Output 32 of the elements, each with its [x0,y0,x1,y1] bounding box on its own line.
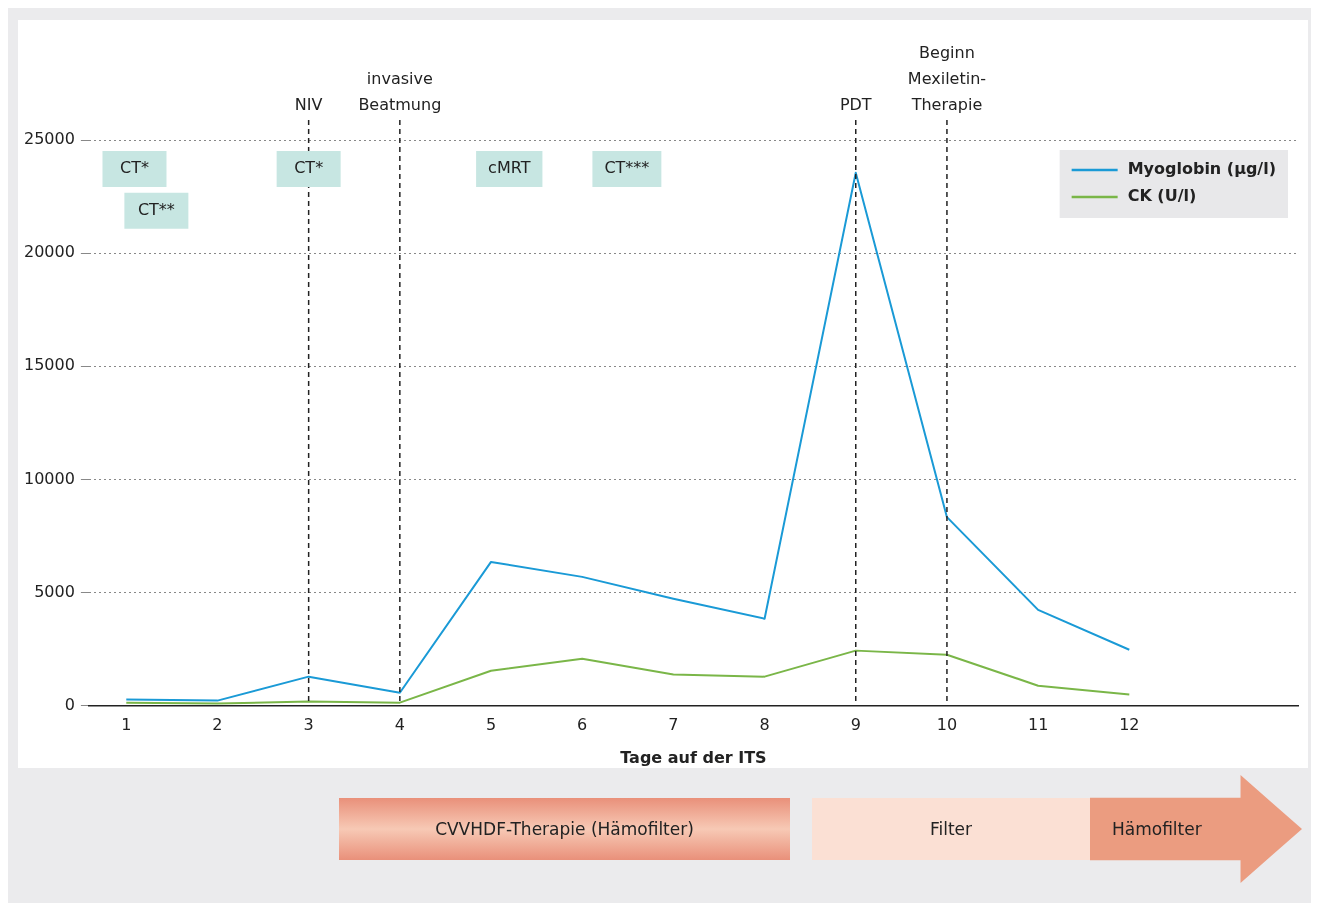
x-tick-label: 10 [936,715,958,735]
x-tick-label: 7 [668,715,679,735]
x-tick-label: 12 [1119,715,1140,735]
y-tick-label: 15000 [23,355,75,375]
x-tick-label: 8 [759,715,770,735]
x-tick-label: 4 [394,715,405,735]
therapy-block: CVVHDF-Therapie (Hämofilter) [339,798,790,860]
x-tick-label: 3 [303,715,314,735]
annotation: CT* [294,158,324,178]
y-tick-label: 25000 [23,129,75,149]
x-tick-label: 1 [121,715,132,735]
ref-line-label: PDT [839,95,872,114]
ref-line-label: Beginn Mexiletin-Therapie [907,43,987,114]
annotation: CT*** [604,158,650,178]
x-tick-label: 11 [1027,715,1049,735]
annotation: CT** [137,199,175,219]
annotation: CT* [120,158,149,178]
x-axis-title: Tage auf der ITS [620,747,767,767]
ref-line-label: NIV [294,95,323,114]
legend-label: CK (U/l) [1127,186,1197,206]
y-tick-label: 20000 [23,242,75,262]
x-tick-label: 5 [485,715,497,735]
y-tick-label: 10000 [23,468,75,488]
filter-block: Filter [812,798,1090,860]
y-tick-label: 0 [64,694,75,714]
annotation: cMRT [488,158,531,178]
legend-label: Myoglobin (µg/l) [1127,159,1277,179]
x-tick-label: 6 [577,715,588,735]
x-tick-label: 9 [850,715,861,735]
ref-line-label: invasive Beatmung [358,69,442,114]
x-tick-label: 2 [212,715,223,735]
y-tick-label: 5000 [34,581,75,601]
